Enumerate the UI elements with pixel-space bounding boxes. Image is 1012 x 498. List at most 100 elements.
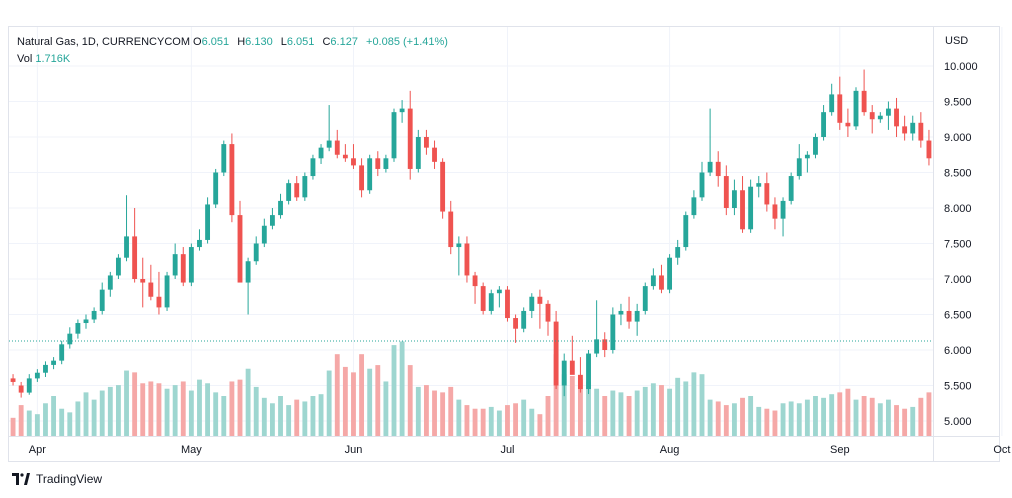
candle-body [513,318,519,329]
candle-body [51,360,57,365]
candle-body [586,353,591,390]
low-label: L [280,36,287,48]
time-tick-label: May [181,444,202,456]
volume-bar [302,401,308,436]
volume-bar [813,396,818,436]
candle-body [618,310,624,315]
candle-body [869,112,875,120]
volume-bar [407,365,413,436]
candle-body [75,323,81,334]
candle-body [351,158,356,166]
open-label: O [193,36,202,48]
candle-body [302,176,308,198]
candle-body [650,275,656,287]
volume-bar [237,379,243,436]
candle-body [310,158,316,177]
volume-bar [310,396,316,436]
volume-bar [577,379,583,436]
volume-bar [780,403,786,436]
candle-body [594,339,600,354]
volume-bar [885,399,891,436]
candle-body [610,314,616,350]
candle-body [521,310,527,329]
price-tick-label: 6.500 [944,310,972,322]
candle-body [602,339,608,350]
candle-body [537,296,543,304]
volume-bar [318,394,324,436]
candle-body [553,321,559,386]
volume-bar [91,399,97,436]
volume-bar [286,405,292,436]
legend-ohlc-row: Natural Gas, 1D, CURRENCYCOM O6.051 H6.1… [17,35,448,52]
candle-body [261,225,267,244]
volume-bar [269,403,275,436]
volume-bar [132,372,138,436]
candle-body [885,108,891,116]
volume-bar [829,394,835,436]
candle-body [488,293,494,311]
candle-body [221,144,227,173]
candle-body [294,183,300,198]
volume-bar [594,388,600,436]
price-tick-label: 9.500 [944,97,972,109]
volume-bar [545,396,551,436]
legend-volume-row: Vol 1.716K [17,52,448,69]
volume-bar [699,374,705,436]
volume-bar [675,377,681,436]
volume-bar [918,397,924,436]
volume-bar [715,401,721,436]
volume-bar [472,408,478,436]
tradingview-brand[interactable]: TradingView [36,472,103,486]
volume-bar [391,345,397,436]
open-value: 6.051 [201,36,230,48]
volume-bar [845,388,851,436]
candle-body [496,289,502,294]
candle-body [326,140,332,148]
price-tick-label: 9.000 [944,132,972,144]
candle-body [545,303,551,322]
volume-bar [180,381,186,436]
volume-bar [480,408,486,436]
volume-bar [796,403,802,436]
candle-body [67,333,73,345]
candle-body [821,112,827,137]
price-tick-label: 8.000 [944,203,972,215]
candle-body [245,261,251,283]
volume-label[interactable]: Vol [17,53,33,65]
volume-bar [821,397,827,436]
candle-body [399,108,405,113]
volume-bar [124,370,129,436]
volume-bar [415,386,421,436]
price-tick-label: 5.500 [944,381,972,393]
chart-legend: Natural Gas, 1D, CURRENCYCOM O6.051 H6.1… [17,35,448,69]
candle-body [253,243,259,262]
candle-body [115,257,121,276]
candle-body [780,200,786,219]
candle-body [626,310,632,322]
volume-bar [804,399,810,436]
volume-bar [894,405,899,436]
candle-body [318,147,324,159]
volume-bar [707,399,713,436]
candle-body [829,94,835,113]
volume-bar [99,390,105,436]
candle-body [269,215,275,226]
volume-bar [853,399,859,436]
candle-body [804,154,810,159]
candle-body [464,243,470,276]
candle-body [505,289,510,319]
volume-bar [34,414,40,436]
change-value: +0.085 (+1.41%) [366,36,448,48]
volume-bar [586,381,591,436]
candle-body [278,200,283,216]
time-tick-label: Apr [29,444,46,456]
symbol-label[interactable]: Natural Gas, 1D, CURRENCYCOM [17,36,190,48]
chart-frame [8,26,1000,462]
tradingview-logo-icon[interactable] [12,473,30,485]
time-tick-label: Jul [500,444,514,456]
candle-body [188,247,194,283]
volume-bar [837,392,843,436]
candle-body [707,161,713,173]
candle-body [813,137,818,155]
